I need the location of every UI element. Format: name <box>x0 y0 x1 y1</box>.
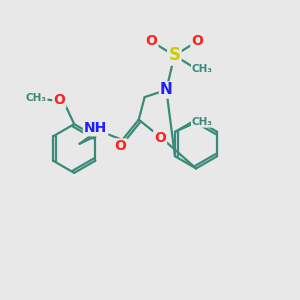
Text: O: O <box>146 34 158 48</box>
Text: NH: NH <box>84 121 107 135</box>
Text: O: O <box>115 140 127 153</box>
Text: CH₃: CH₃ <box>192 64 213 74</box>
Text: CH₃: CH₃ <box>26 93 47 103</box>
Text: S: S <box>168 46 180 64</box>
Text: CH₃: CH₃ <box>192 117 213 127</box>
Text: N: N <box>160 82 173 98</box>
Text: O: O <box>53 93 65 107</box>
Text: O: O <box>154 131 166 145</box>
Text: O: O <box>191 34 203 48</box>
